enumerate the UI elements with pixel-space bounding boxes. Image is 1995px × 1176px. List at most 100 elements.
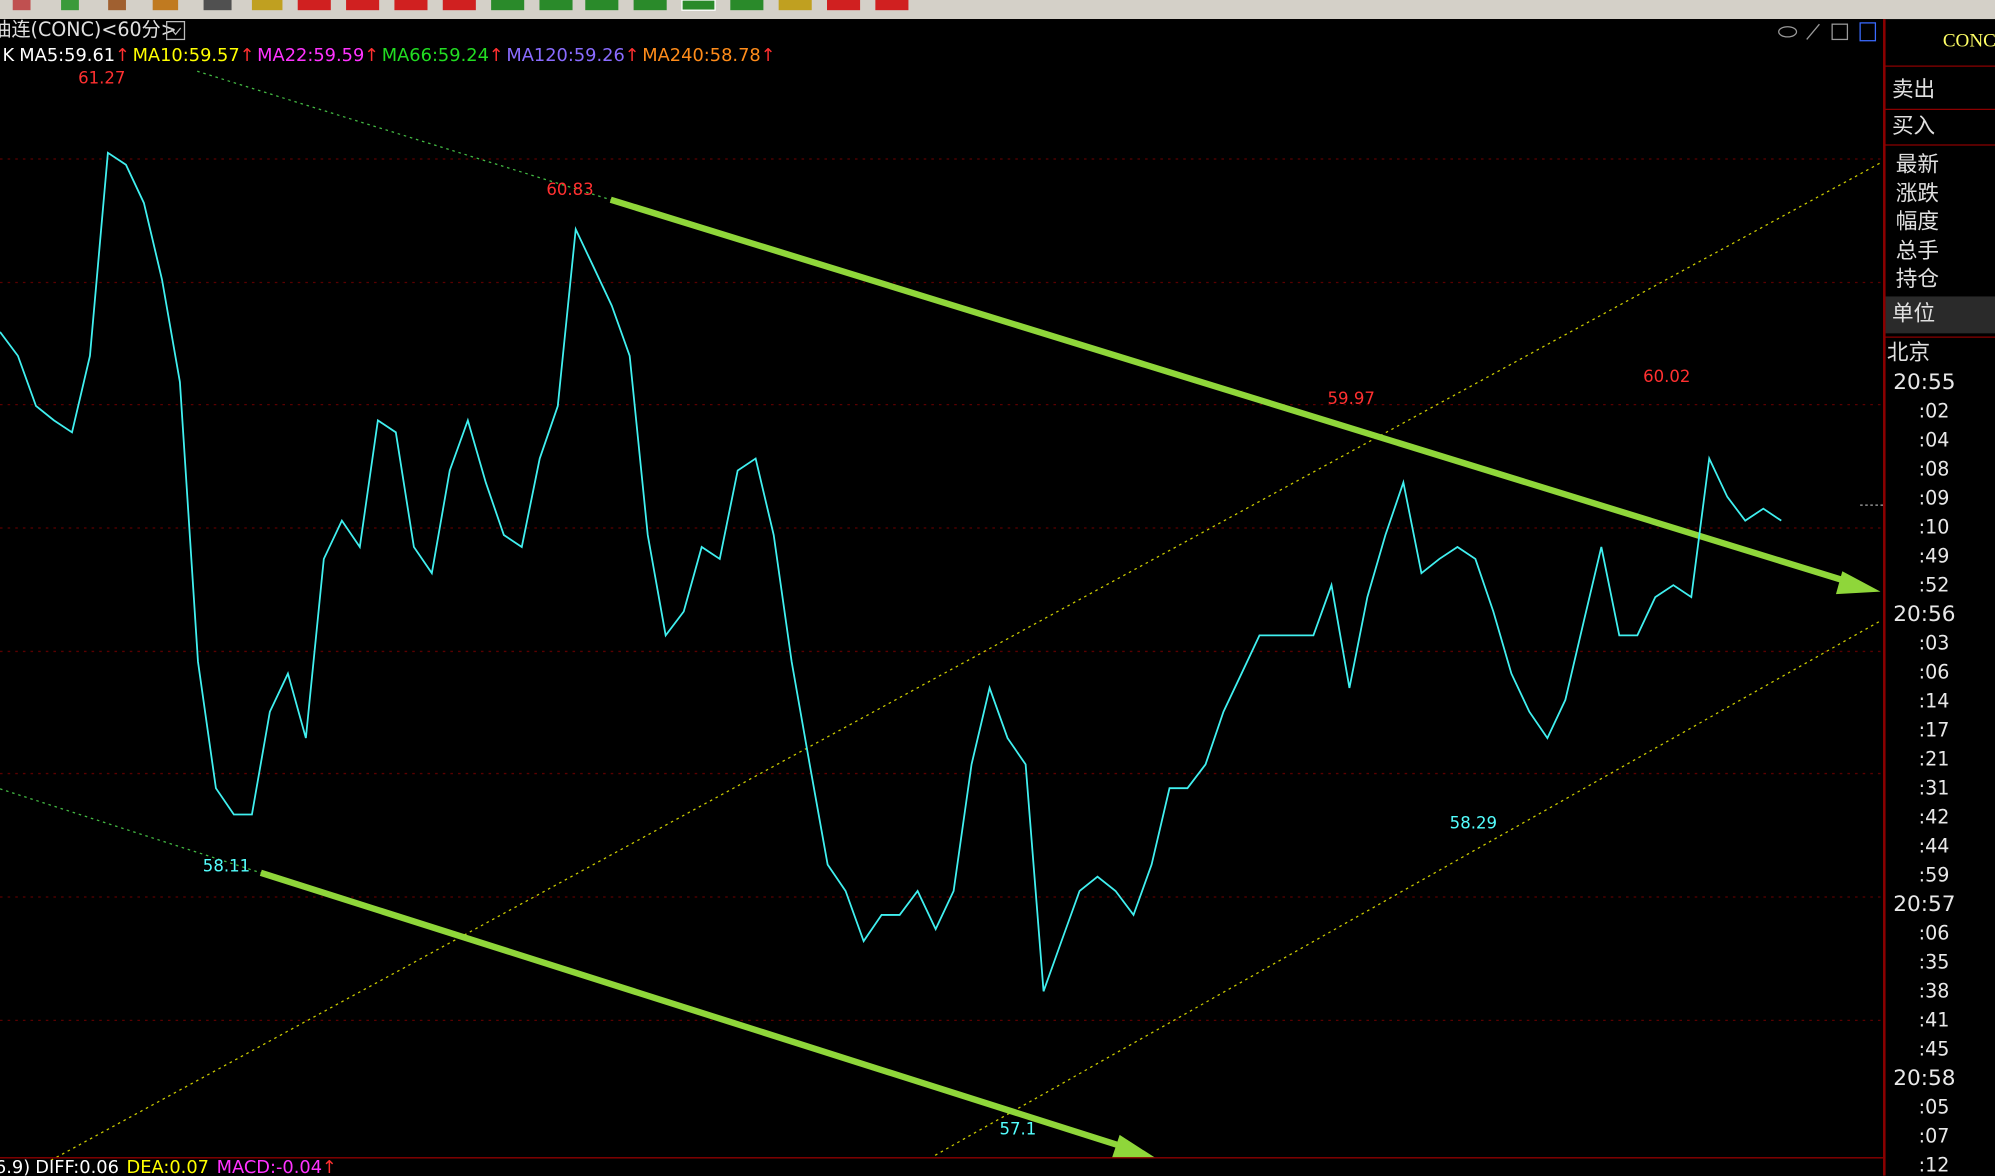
- tool-icon[interactable]: [1778, 26, 1798, 38]
- legend-trend: ↑: [761, 45, 776, 66]
- legend-item: MA240:58.78: [642, 45, 760, 66]
- time-label: :59: [1919, 865, 1950, 887]
- panel-field: 幅度: [1896, 210, 1939, 235]
- macd-trend: ↑: [322, 1157, 337, 1176]
- price-annotation: 60.83: [546, 180, 593, 199]
- trend-arrow: [259, 869, 1127, 1151]
- time-label: :09: [1919, 488, 1950, 510]
- trend-lines: [0, 70, 1881, 1161]
- toolbar-icons: [12, 0, 909, 11]
- icon[interactable]: [12, 0, 31, 11]
- tool-icon[interactable]: [1859, 22, 1877, 42]
- macd-item: DIFF:0.06: [35, 1157, 119, 1176]
- legend-item: MA5:59.61: [19, 45, 115, 66]
- legend-trend: ↑: [364, 45, 379, 66]
- time-label: :49: [1919, 546, 1950, 568]
- time-label: :12: [1919, 1155, 1950, 1176]
- icon[interactable]: [152, 0, 179, 11]
- price-annotation: 61.27: [78, 68, 125, 87]
- channel-line: [934, 620, 1881, 1156]
- macd-prefix: 6.9): [0, 1157, 30, 1176]
- button[interactable]: [681, 0, 716, 11]
- time-label: :42: [1919, 807, 1950, 829]
- button[interactable]: [346, 0, 380, 11]
- tool-icon[interactable]: [1806, 23, 1820, 40]
- trend-line: [197, 70, 611, 201]
- panel-field: 总手: [1896, 239, 1939, 264]
- grid: [0, 158, 1884, 1022]
- time-label: :38: [1919, 981, 1950, 1003]
- icon[interactable]: [108, 0, 126, 11]
- legend-item: MA22:59.59: [257, 45, 364, 66]
- legend-trend: ↑: [115, 45, 130, 66]
- price-annotation: 58.11: [203, 856, 250, 875]
- chart-tools: [1778, 22, 1877, 42]
- time-label: :06: [1919, 923, 1950, 945]
- time-label: :31: [1919, 778, 1950, 800]
- button[interactable]: [778, 0, 812, 11]
- time-label: :45: [1919, 1039, 1950, 1061]
- legend-label: K: [3, 45, 16, 66]
- arrow-head: [1112, 1134, 1156, 1158]
- time-label: 20:56: [1893, 602, 1955, 627]
- time-label: :35: [1919, 952, 1950, 974]
- legend-item: MA10:59.57: [133, 45, 240, 66]
- time-label: :21: [1919, 749, 1950, 771]
- dropdown[interactable]: [166, 20, 186, 41]
- button[interactable]: [730, 0, 764, 11]
- legend-item: MA120:59.26: [506, 45, 624, 66]
- time-label: 20:55: [1893, 370, 1955, 395]
- button[interactable]: [539, 0, 573, 11]
- macd-item: MACD:-0.04: [217, 1157, 322, 1176]
- time-label: :17: [1919, 720, 1950, 742]
- arrow-head: [1835, 571, 1881, 595]
- button[interactable]: [633, 0, 667, 11]
- panel-field: 最新: [1896, 152, 1939, 177]
- time-label: :14: [1919, 691, 1950, 713]
- trend-arrow: [609, 196, 1853, 586]
- panel-unit: 单位: [1892, 301, 1935, 326]
- time-label: :02: [1919, 400, 1950, 422]
- icon[interactable]: [203, 0, 232, 11]
- quote-panel: [1883, 19, 1995, 1176]
- legend-trend: ↑: [489, 45, 504, 66]
- button[interactable]: [585, 0, 619, 11]
- panel-city: 北京: [1887, 341, 1930, 366]
- time-label: :41: [1919, 1010, 1950, 1032]
- button[interactable]: [297, 0, 331, 11]
- panel-field: 持仓: [1896, 267, 1939, 292]
- time-label: :03: [1919, 633, 1950, 655]
- icon[interactable]: [251, 0, 283, 11]
- button[interactable]: [491, 0, 525, 11]
- legend-trend: ↑: [240, 45, 255, 66]
- price-line: [0, 151, 1782, 992]
- time-label: :04: [1919, 429, 1950, 451]
- time-label: :05: [1919, 1097, 1950, 1119]
- panel-field: 涨跌: [1896, 182, 1939, 207]
- price-annotation: 57.1: [999, 1119, 1036, 1138]
- button[interactable]: [394, 0, 428, 11]
- time-label: :44: [1919, 836, 1950, 858]
- icon[interactable]: [61, 0, 79, 11]
- button[interactable]: [442, 0, 476, 11]
- time-label: 20:58: [1893, 1066, 1955, 1091]
- macd-item: DEA:0.07: [127, 1157, 209, 1176]
- time-label: :08: [1919, 458, 1950, 480]
- chart-area: [0, 19, 1884, 1176]
- time-label: :52: [1919, 575, 1950, 597]
- time-label: :07: [1919, 1126, 1950, 1148]
- symbol-title: 油连(CONC)<60分>: [0, 19, 177, 41]
- button[interactable]: [827, 0, 861, 11]
- tool-icon[interactable]: [1831, 23, 1849, 41]
- button[interactable]: [875, 0, 909, 11]
- legend-trend: ↑: [625, 45, 640, 66]
- dropdown-arrow: [169, 27, 182, 36]
- time-label: :06: [1919, 662, 1950, 684]
- panel-row: 买入: [1892, 114, 1935, 139]
- panel-row: 卖出: [1892, 77, 1935, 102]
- legend-item: MA66:59.24: [382, 45, 489, 66]
- trend-line: [0, 788, 262, 874]
- time-label: :10: [1919, 517, 1950, 539]
